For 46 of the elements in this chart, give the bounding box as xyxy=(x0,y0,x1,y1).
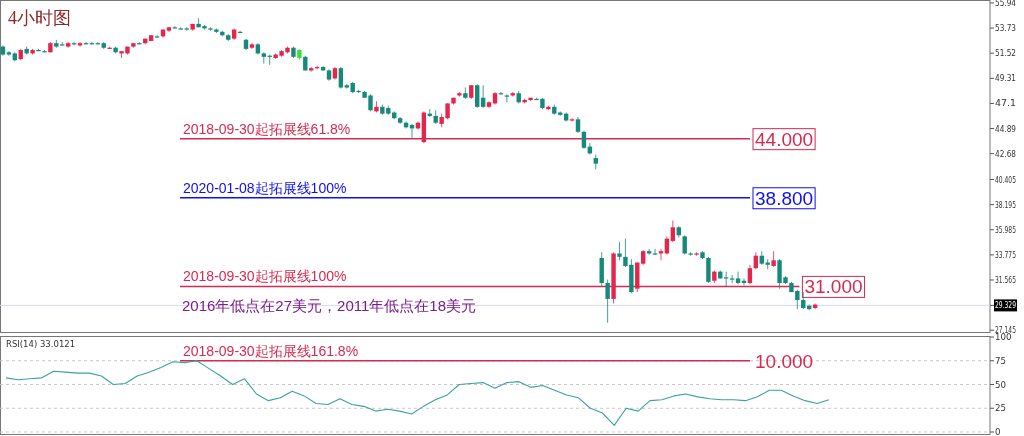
candlestick xyxy=(682,234,687,256)
candlestick xyxy=(605,279,610,324)
ref-line-label: 2018-09-30起拓展线161.8% xyxy=(183,342,359,359)
y-tick-label: 40.405 xyxy=(995,175,1023,185)
y-tick-label: 51.52 xyxy=(995,49,1018,59)
y-tick-label: 25 xyxy=(995,404,1006,414)
candlestick xyxy=(706,256,711,284)
annotation: 10.000 xyxy=(755,350,814,372)
y-tick-label: 75 xyxy=(995,356,1006,366)
candlestick xyxy=(652,248,658,256)
y-tick-label: 44.89 xyxy=(995,124,1018,134)
ref-line-label: 2020-01-08起拓展线100% xyxy=(183,179,347,196)
y-tick-label: 27.145 xyxy=(995,326,1023,336)
annotation: 38.800 xyxy=(755,187,814,209)
y-tick-label: 29.329 xyxy=(995,301,1023,311)
annotation: 31.000 xyxy=(804,276,863,298)
candlestick xyxy=(617,241,622,261)
y-tick-label: 0 xyxy=(995,428,1001,436)
candlestick xyxy=(747,264,753,285)
y-tick-label: 55.94 xyxy=(995,0,1018,8)
ref-line-label: 2018-09-30起拓展线61.8% xyxy=(183,120,351,137)
y-tick-label: 31.565 xyxy=(995,275,1023,285)
candlestick xyxy=(735,271,741,285)
y-tick-label: 100 xyxy=(995,333,1012,342)
text: 4小时图 xyxy=(8,8,71,28)
y-tick-label: 49.31 xyxy=(995,74,1018,84)
y-tick-label: 35.985 xyxy=(995,225,1023,235)
annotation: 2016年低点在27美元，2011年低点在18美元 xyxy=(182,297,476,314)
chart-title: RSI(14) 33.0121 xyxy=(6,339,76,349)
candlestick xyxy=(670,219,676,243)
candlestick xyxy=(729,274,735,284)
candlestick xyxy=(480,84,486,109)
candlestick xyxy=(504,93,510,103)
annotation: 44.000 xyxy=(755,128,814,150)
y-tick-label: 33.775 xyxy=(995,250,1023,260)
candlestick xyxy=(569,117,575,123)
y-tick-label: 42.68 xyxy=(995,149,1018,159)
candlestick xyxy=(154,34,160,39)
ref-line-label: 2018-09-30起拓展线100% xyxy=(183,268,347,285)
candlestick xyxy=(338,66,344,90)
y-tick-label: 38.195 xyxy=(995,200,1023,210)
candlestick xyxy=(475,83,480,109)
y-tick-label: 53.73 xyxy=(995,24,1018,34)
candlestick xyxy=(581,130,587,150)
y-tick-label: 47.1 xyxy=(995,99,1016,109)
y-tick-label: 50 xyxy=(995,380,1006,390)
